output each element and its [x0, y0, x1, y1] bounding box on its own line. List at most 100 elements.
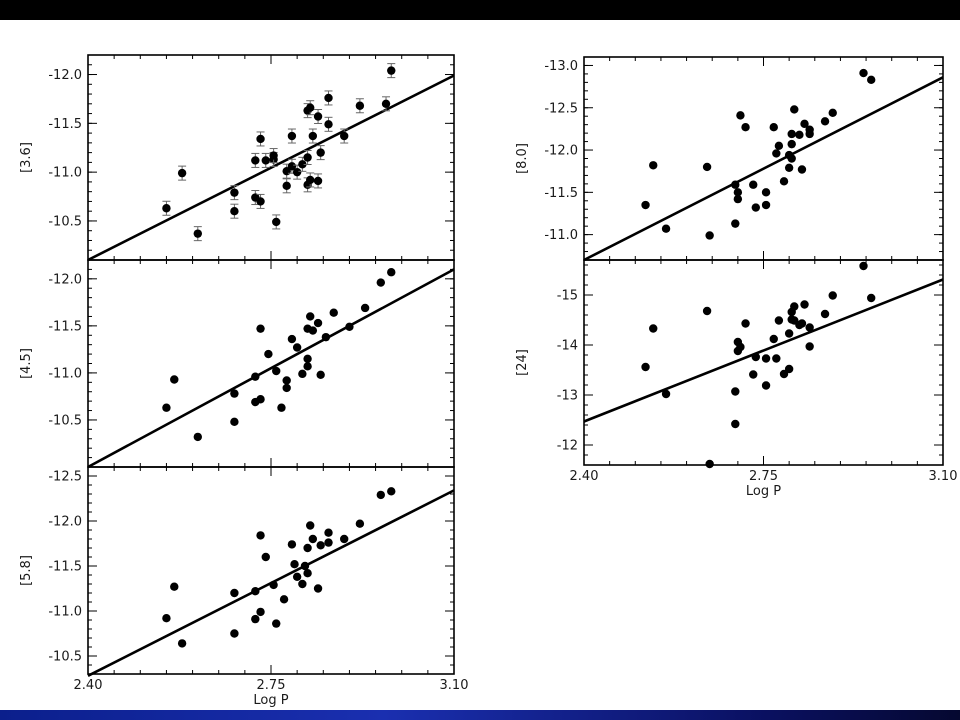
panel-5-point	[784, 364, 794, 374]
panel-2-point	[321, 332, 331, 342]
panel-4-ytick-label: -12.5	[544, 101, 578, 116]
panel-5-point	[705, 459, 714, 469]
panel-4-frame	[583, 56, 944, 261]
panel-1-point	[316, 148, 325, 157]
panel-4-point	[828, 108, 837, 118]
panel-5-point	[741, 319, 750, 328]
panel-2-point	[287, 334, 297, 344]
panel-4-ytick-label: -11.0	[544, 228, 578, 243]
panel-5-point	[736, 342, 745, 352]
panel-3-point	[316, 541, 325, 550]
panel-2-point	[264, 349, 273, 359]
panel-4-point	[751, 203, 761, 212]
panel-1-point	[256, 197, 265, 206]
panel-5-point	[769, 334, 778, 344]
panel-2-point	[303, 362, 312, 371]
panel-2-point	[308, 326, 318, 335]
panel-2-ytick-label: -11.0	[48, 366, 82, 381]
panel-2-point	[256, 395, 265, 404]
panel-5-point	[774, 316, 784, 325]
panel-3-point	[355, 519, 365, 528]
panel-4-point	[705, 231, 714, 240]
panel-5-point	[761, 381, 771, 390]
panel-4-point	[790, 105, 799, 114]
panel-3-frame	[87, 466, 455, 675]
panel-2-fit-line	[87, 268, 455, 469]
panel-3-point	[290, 560, 299, 569]
panel-5-fit-line	[583, 278, 944, 423]
panel-5-point	[649, 324, 658, 333]
panel-5-point	[641, 362, 650, 372]
panel-2-point	[329, 308, 338, 317]
panel-3-ytick-label: -12.0	[48, 515, 82, 530]
panel-5-ytick-label: -12	[557, 439, 578, 454]
panel-4-point	[772, 149, 781, 158]
panel-4-point	[784, 163, 794, 173]
panel-3-point	[324, 538, 333, 547]
panel-3-point	[313, 584, 323, 593]
panel-4-point	[800, 119, 809, 129]
panel-2-point	[376, 278, 385, 287]
panel-5-point	[790, 302, 799, 311]
panel-4-ylabel: [8.0]	[515, 143, 530, 174]
panel-5-point	[731, 387, 740, 396]
panel-4-ytick-label: -13.0	[544, 59, 578, 74]
panel-2-point	[313, 318, 323, 328]
panel-4-point	[733, 188, 743, 197]
panel-3-point	[261, 552, 270, 562]
panel-3-point	[269, 580, 278, 590]
panel-4-point	[820, 117, 830, 126]
panel-3-xlabel: Log P	[253, 693, 288, 708]
panel-3-point	[300, 561, 310, 571]
panel-2-point	[345, 322, 354, 332]
panel-2-point	[316, 370, 325, 379]
panel-1-point	[272, 217, 281, 227]
panel-3-point	[230, 629, 239, 638]
panel-5-point	[797, 319, 807, 328]
panel-5-ytick-label: -14	[557, 339, 578, 354]
panel-1-point	[324, 120, 333, 129]
panel-4-fit-line	[583, 76, 944, 262]
panel-1-point	[287, 162, 297, 171]
panel-5-point	[867, 293, 876, 303]
panel-1-point	[282, 181, 291, 191]
panel-1-point	[308, 131, 318, 141]
panel-3-point	[256, 607, 265, 617]
panel-3-xtick-label: 2.75	[257, 678, 286, 693]
panel-2-ytick-label: -11.5	[48, 319, 82, 334]
panel-5-point	[749, 370, 758, 379]
panel-2-point	[251, 372, 260, 381]
panel-3-point	[279, 595, 289, 604]
panel-3-point	[306, 521, 315, 530]
panel-2-point	[230, 417, 239, 427]
panel-4-point	[779, 177, 789, 186]
panel-3-ytick-label: -11.0	[48, 605, 82, 620]
panel-1-point	[256, 134, 265, 144]
panel-4-ytick-label: -11.5	[544, 186, 578, 201]
panel-1-ytick-label: -12.0	[48, 68, 82, 83]
panel-5-xtick-label: 2.40	[570, 469, 599, 484]
panel-1-ytick-label: -11.5	[48, 117, 82, 132]
panel-4-point	[797, 165, 807, 174]
panel-1-point	[162, 204, 171, 213]
panel-4-point	[787, 139, 796, 149]
panel-3-point	[162, 614, 171, 623]
panel-1-point	[313, 176, 323, 186]
panel-3-point	[256, 531, 265, 540]
panel-2-point	[387, 268, 396, 277]
panel-4-point	[774, 141, 784, 151]
panel-4-point	[859, 68, 868, 78]
panel-1-point	[355, 101, 365, 110]
panel-1-point	[251, 156, 260, 165]
panel-5-point	[772, 354, 781, 363]
panel-1-point	[324, 93, 333, 103]
panel-2-point	[360, 303, 370, 313]
panel-3-xtick-label: 2.40	[74, 678, 103, 693]
panel-2-point	[193, 432, 202, 442]
panel-2-point	[230, 389, 239, 398]
panel-4-point	[867, 75, 876, 85]
panel-4-point	[795, 130, 804, 140]
panel-4-point	[741, 123, 750, 132]
panel-3-point	[303, 569, 312, 578]
